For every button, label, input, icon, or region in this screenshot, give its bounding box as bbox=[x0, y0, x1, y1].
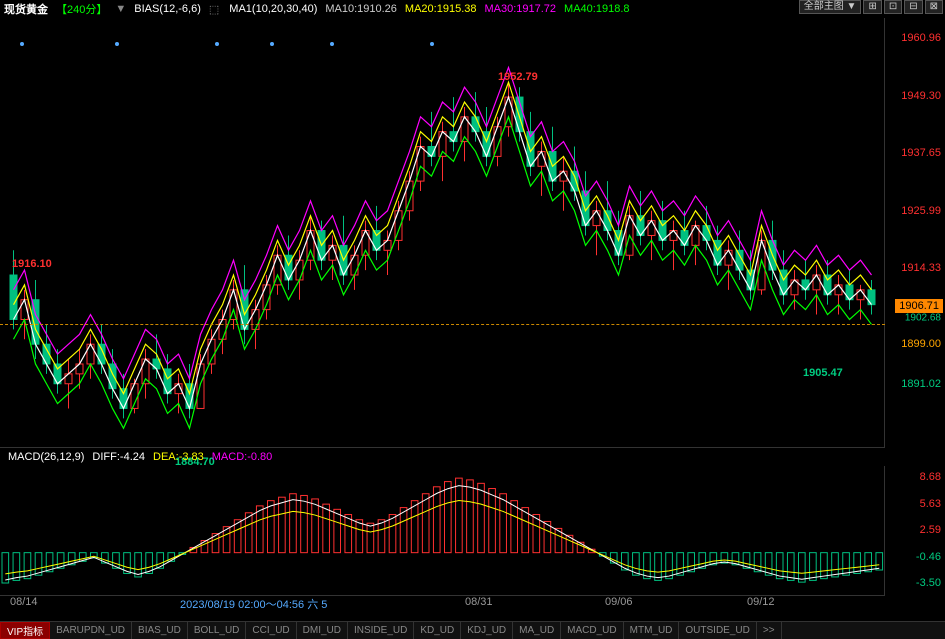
macd-title: MACD(26,12,9) bbox=[8, 451, 84, 463]
macd-axis: 8.68 5.63 2.59 -0.46 -3.50 bbox=[885, 466, 945, 596]
indicator-tab[interactable]: >> bbox=[757, 622, 782, 639]
current-price-line bbox=[0, 324, 885, 325]
time-axis: 08/14 2023/08/19 02:00～04:56 六 5 08/31 09/0… bbox=[0, 596, 885, 612]
marker-dot bbox=[115, 42, 119, 46]
price-tick: 1937.65 bbox=[901, 147, 941, 159]
theme-dropdown[interactable]: 全部主图 ▼ bbox=[799, 0, 862, 14]
top-bar: 现货黄金 【240分】 ▼ BIAS(12,-6,6) ⬚ MA1(10,20,… bbox=[0, 0, 945, 18]
main-candlestick-chart[interactable] bbox=[0, 18, 885, 448]
marker-dot bbox=[330, 42, 334, 46]
time-tick: 08/14 bbox=[10, 596, 38, 608]
tool-btn-1[interactable]: ⊞ bbox=[863, 0, 881, 14]
indicator-tab[interactable]: DMI_UD bbox=[297, 622, 348, 639]
time-tick: 09/06 bbox=[605, 596, 633, 608]
indicator-tab[interactable]: INSIDE_UD bbox=[348, 622, 414, 639]
indicator-tab[interactable]: MTM_UD bbox=[624, 622, 680, 639]
time-tick: 08/31 bbox=[465, 596, 493, 608]
time-tick: 2023/08/19 02:00～04:56 六 5 bbox=[180, 596, 327, 612]
price-axis: 1960.96 1949.30 1937.65 1925.99 1914.33 1899.… bbox=[885, 18, 945, 448]
price-tick: 1949.30 bbox=[901, 90, 941, 102]
instrument-title: 现货黄金 bbox=[4, 1, 48, 17]
arrow-down-icon[interactable]: ▼ bbox=[115, 3, 126, 15]
indicator-tab[interactable]: CCI_UD bbox=[246, 622, 296, 639]
ma30-label: MA30:1917.72 bbox=[484, 3, 556, 15]
current-price-box: 1906.71 bbox=[895, 299, 943, 313]
indicator-tab[interactable]: BOLL_UD bbox=[188, 622, 247, 639]
price-annotation: 1952.79 bbox=[498, 71, 538, 83]
price-tick: 1925.99 bbox=[901, 205, 941, 217]
tool-btn-2[interactable]: ⊡ bbox=[884, 0, 902, 14]
macd-tick: -0.46 bbox=[916, 551, 941, 563]
ma40-label: MA40:1918.8 bbox=[564, 3, 629, 15]
indicator-tab[interactable]: BIAS_UD bbox=[132, 622, 188, 639]
price-tick: 1891.02 bbox=[901, 378, 941, 390]
macd-tick: 2.59 bbox=[920, 524, 941, 536]
macd-dea: DEA:-3.83 bbox=[153, 451, 204, 463]
indicator-bar: VIP指标BARUPDN_UDBIAS_UDBOLL_UDCCI_UDDMI_U… bbox=[0, 621, 945, 639]
marker-dot bbox=[20, 42, 24, 46]
price-tick: 1899.00 bbox=[901, 338, 941, 350]
ma10-label: MA10:1910.26 bbox=[325, 3, 397, 15]
price-annotation: 1905.47 bbox=[803, 367, 843, 379]
macd-tick: -3.50 bbox=[916, 577, 941, 589]
price-tick: 1960.96 bbox=[901, 32, 941, 44]
price-tick: 1914.33 bbox=[901, 262, 941, 274]
indicator-tab[interactable]: MA_UD bbox=[513, 622, 561, 639]
marker-dot bbox=[270, 42, 274, 46]
time-tick: 09/12 bbox=[747, 596, 775, 608]
macd-header: MACD(26,12,9) DIFF:-4.24 DEA:-3.83 MACD:… bbox=[8, 448, 272, 466]
indicator-tab[interactable]: OUTSIDE_UD bbox=[679, 622, 756, 639]
bias-label: BIAS(12,-6,6) bbox=[134, 3, 201, 15]
macd-chart[interactable] bbox=[0, 466, 885, 596]
macd-diff: DIFF:-4.24 bbox=[92, 451, 145, 463]
indicator-tab[interactable]: BARUPDN_UD bbox=[50, 622, 132, 639]
indicator-tab[interactable]: MACD_UD bbox=[561, 622, 623, 639]
tool-btn-4[interactable]: ⊠ bbox=[925, 0, 943, 14]
marker-dot bbox=[215, 42, 219, 46]
macd-tick: 5.63 bbox=[920, 498, 941, 510]
macd-value: MACD:-0.80 bbox=[212, 451, 273, 463]
indicator-tab[interactable]: VIP指标 bbox=[0, 622, 50, 639]
tool-btn-3[interactable]: ⊟ bbox=[904, 0, 922, 14]
ma20-label: MA20:1915.38 bbox=[405, 3, 477, 15]
timeframe[interactable]: 【240分】 bbox=[56, 1, 107, 17]
price-annotation: 1916.10 bbox=[12, 258, 52, 270]
indicator-tab[interactable]: KDJ_UD bbox=[461, 622, 513, 639]
ma-icon: ⬚ bbox=[209, 3, 219, 16]
indicator-tab[interactable]: KD_UD bbox=[414, 622, 461, 639]
chart-container: 1960.96 1949.30 1937.65 1925.99 1914.33 1899.… bbox=[0, 18, 945, 619]
macd-tick: 8.68 bbox=[920, 471, 941, 483]
marker-dot bbox=[430, 42, 434, 46]
ma-title: MA1(10,20,30,40) bbox=[229, 3, 317, 15]
